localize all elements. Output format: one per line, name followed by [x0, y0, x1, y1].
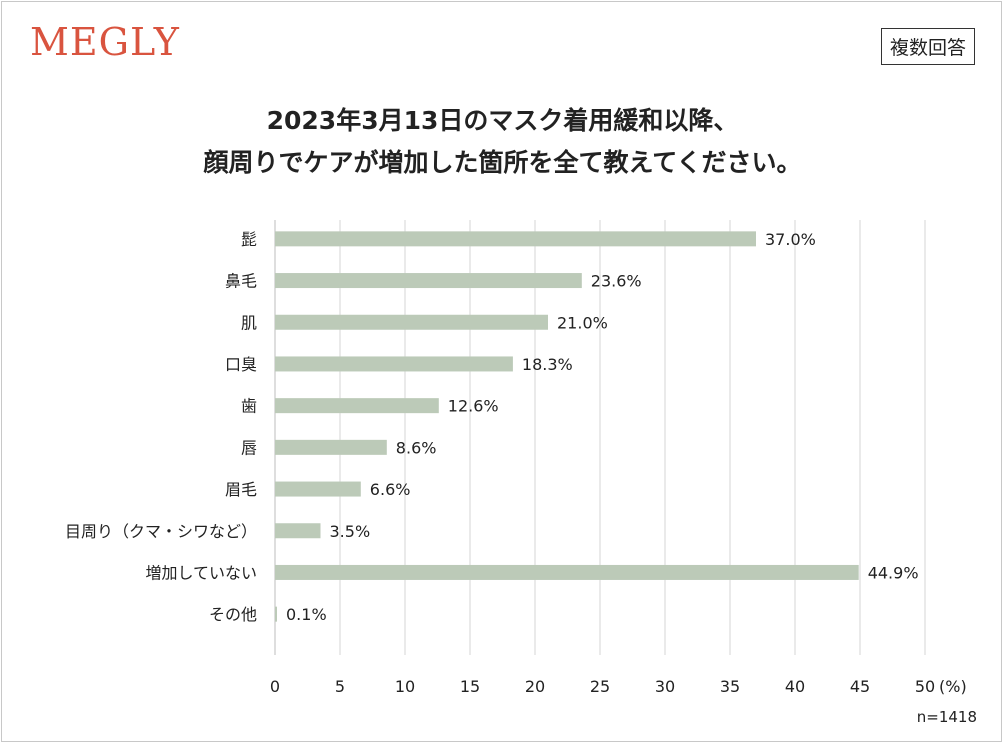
x-tick-label-40: 40: [785, 677, 805, 696]
bar-2: [275, 314, 548, 330]
x-tick-label-15: 15: [460, 677, 480, 696]
value-label-6: 6.6%: [370, 480, 411, 499]
x-tick-label-50: 50: [915, 677, 935, 696]
chart-title-line-2: 顔周りでケアが増加した箇所を全て教えてください。: [203, 148, 802, 177]
bar-7: [275, 523, 321, 539]
value-label-2: 21.0%: [557, 313, 608, 332]
sample-size-note: n=1418: [916, 708, 977, 726]
category-label-5: 唇: [241, 438, 257, 457]
x-tick-label-10: 10: [395, 677, 415, 696]
x-axis-unit-label: (%): [939, 677, 967, 696]
value-label-5: 8.6%: [396, 438, 437, 457]
category-label-8: 増加していない: [145, 563, 257, 582]
value-label-3: 18.3%: [522, 355, 573, 374]
category-label-9: その他: [209, 605, 257, 624]
x-tick-label-35: 35: [720, 677, 740, 696]
value-label-4: 12.6%: [448, 397, 499, 416]
bar-9: [275, 606, 277, 622]
category-label-1: 鼻毛: [225, 272, 257, 291]
bar-6: [275, 481, 361, 497]
bar-0: [275, 231, 756, 247]
multiple-answer-badge: 複数回答: [880, 28, 975, 65]
category-label-7: 目周り（クマ・シワなど）: [65, 522, 257, 541]
value-label-8: 44.9%: [868, 563, 919, 582]
value-label-1: 23.6%: [591, 272, 642, 291]
chart-title-line-1: 2023年3月13日のマスク着用緩和以降、: [266, 106, 739, 135]
category-label-0: 髭: [241, 230, 257, 249]
brand-logo: MEGLY: [30, 20, 180, 64]
bar-5: [275, 439, 387, 455]
category-label-4: 歯: [241, 397, 257, 416]
bar-3: [275, 356, 513, 372]
chart-title: 2023年3月13日のマスク着用緩和以降、 顔周りでケアが増加した箇所を全て教え…: [0, 100, 1005, 184]
x-tick-label-30: 30: [655, 677, 675, 696]
x-tick-label-5: 5: [335, 677, 345, 696]
category-label-2: 肌: [241, 313, 257, 332]
category-label-3: 口臭: [225, 355, 257, 374]
value-label-7: 3.5%: [330, 522, 371, 541]
category-label-6: 眉毛: [225, 480, 257, 499]
x-tick-label-45: 45: [850, 677, 870, 696]
bar-8: [275, 564, 859, 580]
value-label-0: 37.0%: [765, 230, 816, 249]
bar-4: [275, 398, 439, 414]
bar-1: [275, 273, 582, 289]
value-label-9: 0.1%: [286, 605, 327, 624]
x-tick-label-25: 25: [590, 677, 610, 696]
x-tick-label-0: 0: [270, 677, 280, 696]
x-tick-label-20: 20: [525, 677, 545, 696]
